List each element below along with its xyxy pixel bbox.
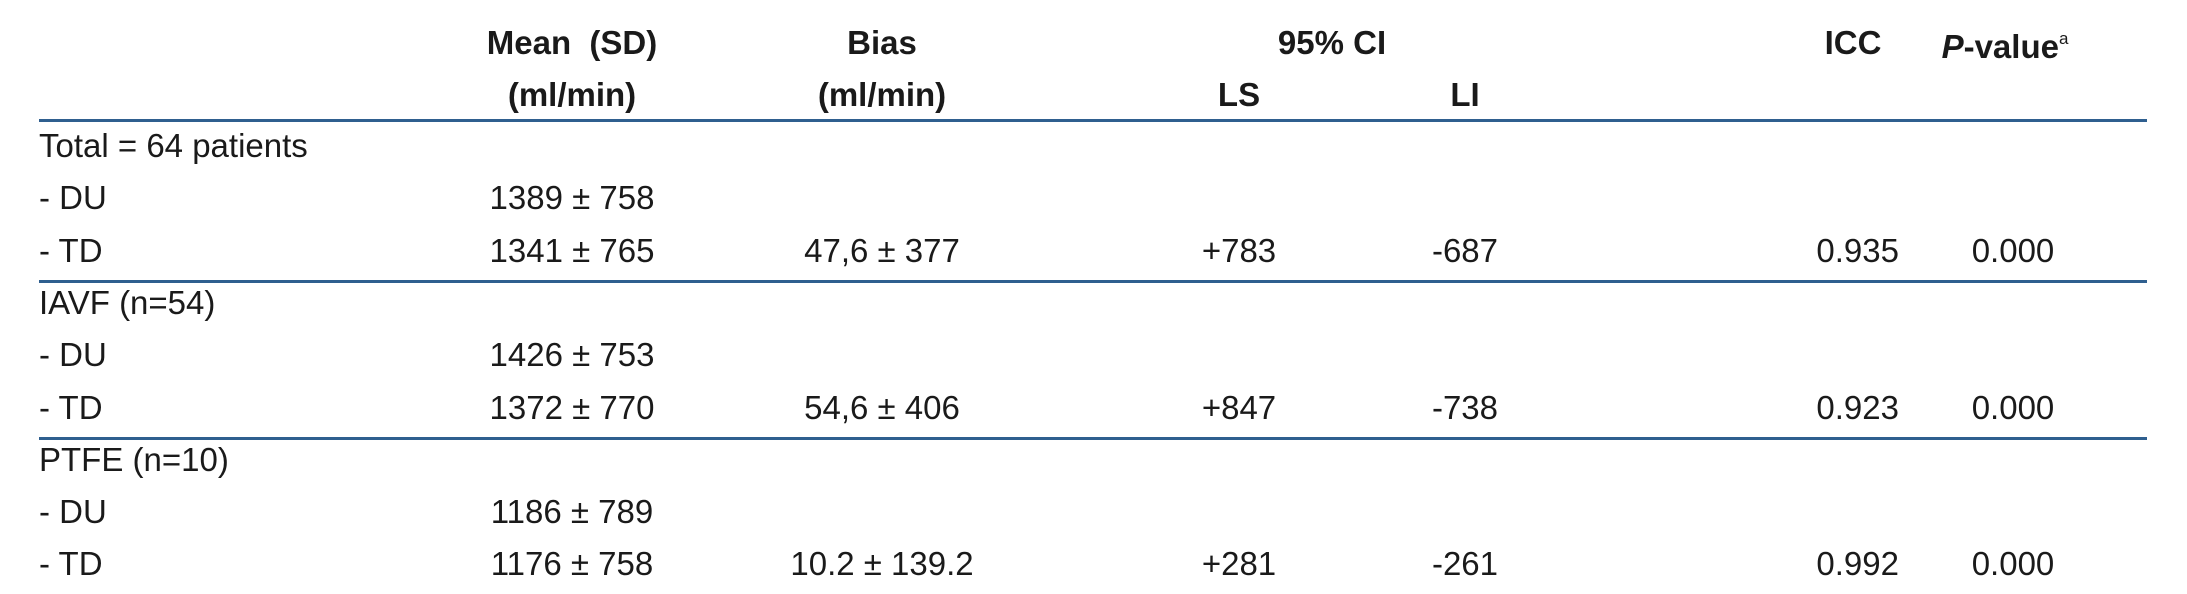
header-cell: LS [1217,76,1261,113]
row-label: - DU [39,179,107,217]
cell: 47,6 ± 377 [804,231,960,269]
cell: 1389 ± 758 [489,179,655,217]
cell: 1426 ± 753 [489,336,655,374]
cell: +783 [1201,231,1277,269]
group-title: Total = 64 patients [39,127,308,164]
header-cell: Mean (SD) [486,24,658,61]
cell: 1372 ± 770 [489,388,655,426]
header-cell: Bias [847,24,917,61]
cell: 10.2 ± 139.2 [790,545,974,583]
cell: +281 [1201,545,1277,583]
rule [39,119,2147,122]
cell: 0.923 [1816,388,1899,426]
p-italic: P [1941,28,1964,65]
cell: 0.000 [1971,388,2055,426]
cell: 1341 ± 765 [489,231,655,269]
row-label: - DU [39,493,107,531]
cell: 0.000 [1971,545,2055,583]
cell: 0.935 [1816,231,1899,269]
cell: -738 [1431,388,1499,426]
cell: 1176 ± 758 [490,545,654,583]
row-label: - TD [39,545,103,583]
row-label: - TD [39,388,103,426]
header-cell: LI [1450,76,1480,113]
row-label: - DU [39,336,107,374]
p-rest: -value [1963,28,2059,65]
row-label: - TD [39,231,103,269]
group-title: PTFE (n=10) [39,440,229,478]
cell: -261 [1431,545,1499,583]
group-title: IAVF (n=54) [39,283,216,321]
header-cell: (ml/min) [507,76,637,113]
header-cell: 95% CI [1277,24,1387,61]
footnote-mark: a [2058,29,2069,48]
header-cell: (ml/min) [817,76,947,113]
cell: +847 [1201,388,1277,426]
cell: -687 [1431,231,1499,269]
cell: 1186 ± 789 [490,493,654,531]
rule [39,279,2147,283]
cell: 0.000 [1971,231,2055,269]
header-cell: ICC [1824,24,1882,61]
rule [39,436,2147,440]
cell: 0.992 [1816,545,1899,583]
header-cell: P-valuea [1942,19,2069,67]
cell: 54,6 ± 406 [804,388,960,426]
